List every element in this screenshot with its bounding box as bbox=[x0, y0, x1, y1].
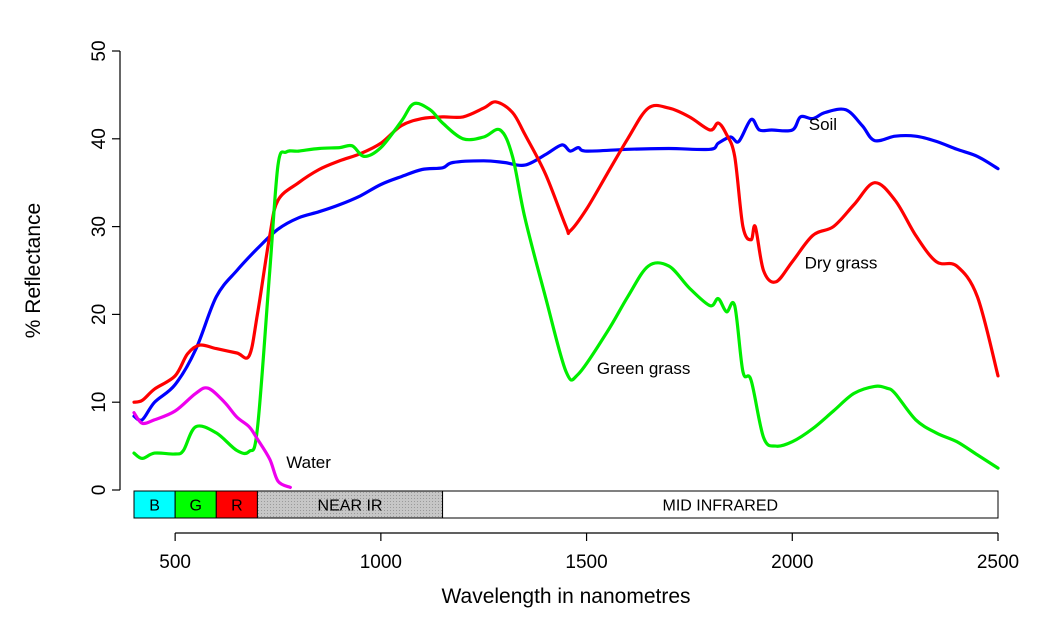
series-line-water bbox=[132, 386, 292, 489]
series-line-dry-grass bbox=[132, 100, 1000, 404]
y-tick-label: 40 bbox=[89, 128, 110, 149]
band-label-b: B bbox=[149, 498, 160, 515]
y-axis-title: % Reflectance bbox=[22, 203, 45, 338]
band-label-r: R bbox=[231, 498, 243, 515]
x-tick-label: 2000 bbox=[771, 552, 813, 573]
series-label-water: Water bbox=[286, 453, 331, 472]
x-tick-label: 500 bbox=[159, 552, 191, 573]
band-label-near-ir: NEAR IR bbox=[318, 498, 383, 515]
band-label-mid-infrared: MID INFRARED bbox=[663, 498, 779, 515]
series-label-dry-grass: Dry grass bbox=[805, 254, 878, 273]
y-tick-label: 0 bbox=[89, 485, 110, 496]
series-lines bbox=[132, 100, 1000, 489]
band-label-g: G bbox=[189, 498, 201, 515]
spectral-band-bar: B G R NEAR IR MID INFRARED bbox=[133, 490, 999, 519]
y-tick-label: 50 bbox=[89, 40, 110, 61]
y-tick-label: 10 bbox=[89, 392, 110, 413]
x-axis-title: Wavelength in nanometres bbox=[441, 585, 690, 608]
band-near-ir bbox=[256, 490, 444, 519]
y-tick-label: 30 bbox=[89, 216, 110, 237]
series-labels: Soil Dry grass Green grass Water bbox=[286, 115, 877, 472]
x-tick-label: 1500 bbox=[565, 552, 607, 573]
series-label-green-grass: Green grass bbox=[597, 359, 691, 378]
series-label-soil: Soil bbox=[809, 115, 837, 134]
series-line-soil bbox=[132, 107, 1000, 422]
axes: 0 10 20 30 40 50 500 1000 1500 2000 2500 bbox=[89, 40, 1019, 573]
series-line-green-grass bbox=[132, 101, 1000, 470]
y-tick-label: 20 bbox=[89, 304, 110, 325]
band-mid-infrared bbox=[442, 490, 999, 519]
x-tick-label: 1000 bbox=[360, 552, 402, 573]
x-tick-label: 2500 bbox=[977, 552, 1019, 573]
